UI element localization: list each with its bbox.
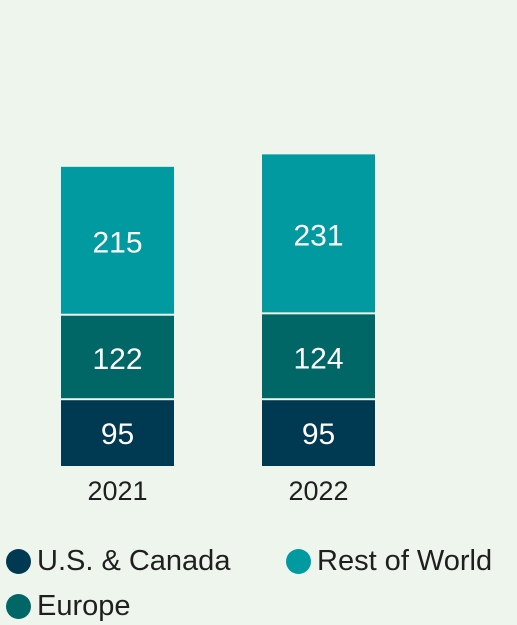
data-label-2022-0: 95: [302, 418, 335, 451]
legend-swatch-europe: [6, 594, 31, 619]
legend-swatch-rest-of-world: [286, 549, 311, 574]
data-label-2022-2: 231: [293, 219, 343, 252]
bar-segment-2022-1: [262, 314, 375, 399]
bar-segment-2021-0: [61, 400, 174, 466]
legend-label-europe: Europe: [37, 590, 131, 622]
bar-segment-2021-1: [61, 315, 174, 399]
legend-item-us-canada: U.S. & Canada: [6, 545, 230, 578]
data-label-2022-1: 124: [293, 342, 343, 375]
x-tick-label-2022: 2022: [288, 476, 348, 506]
legend-item-europe: Europe: [6, 590, 131, 623]
data-label-2021-0: 95: [101, 418, 134, 451]
data-label-2021-1: 122: [92, 343, 142, 376]
bar-segment-2022-0: [262, 400, 375, 466]
chart-legend: U.S. & Canada Rest of World Europe: [0, 535, 517, 625]
bar-segment-2021-2: [61, 166, 174, 314]
legend-swatch-us-canada: [6, 549, 31, 574]
legend-label-rest-of-world: Rest of World: [317, 545, 493, 577]
stacked-bar-chart: 95 122 215 2021 95 124 231 2022: [61, 154, 375, 506]
legend-label-us-canada: U.S. & Canada: [37, 545, 231, 577]
bar-segment-2022-2: [262, 154, 375, 313]
legend-item-rest-of-world: Rest of World: [286, 545, 492, 578]
x-tick-label-2021: 2021: [87, 476, 147, 506]
data-label-2021-2: 215: [92, 226, 142, 259]
